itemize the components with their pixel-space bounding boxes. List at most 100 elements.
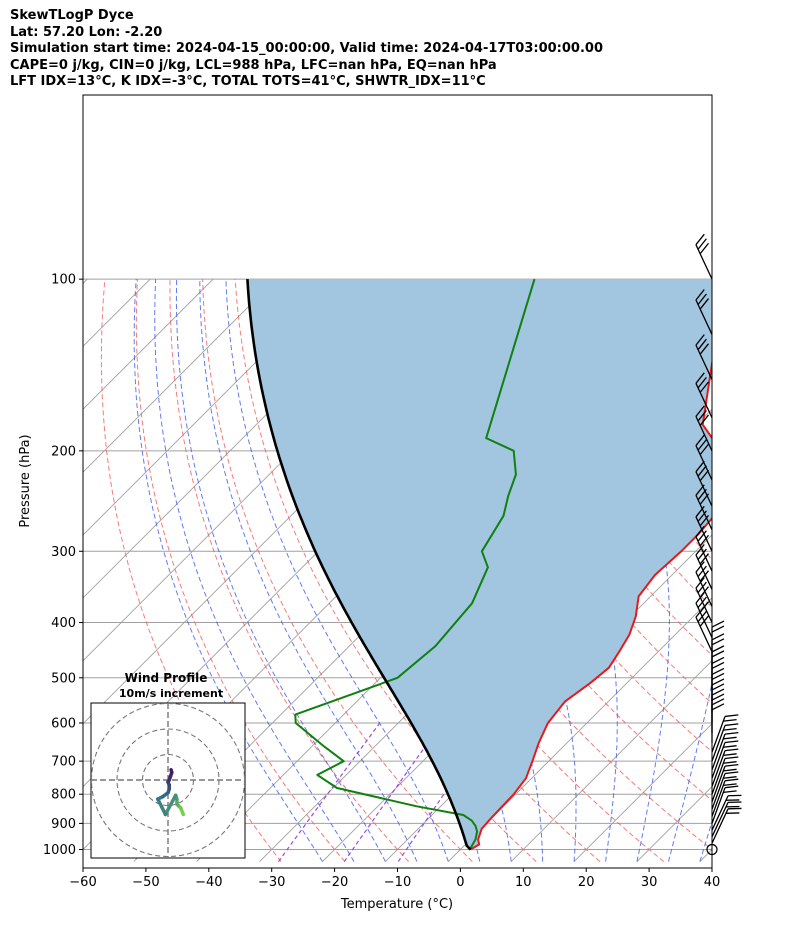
wind-barb [711, 714, 739, 753]
barb-feather [723, 718, 737, 722]
barb-feather [697, 530, 707, 542]
wind-barb [711, 794, 742, 831]
barb-feather [699, 443, 710, 456]
chart-title-block: SkewTLogP Dyce Lat: 57.20 Lon: -2.20 Sim… [10, 8, 603, 91]
dry-adiabat [332, 279, 712, 851]
barb-feather [725, 805, 740, 808]
isotherm-line [83, 278, 340, 536]
barb-feather [724, 778, 739, 782]
barb-feather [711, 638, 725, 646]
barb-feather [695, 405, 705, 417]
moist-adiabat [731, 279, 794, 862]
barb-feather [711, 625, 725, 633]
barb-shaft [695, 495, 713, 530]
barb-feather [711, 633, 725, 641]
parcel-line [246, 279, 472, 851]
x-tick-label: 40 [704, 875, 721, 890]
barb-feather [711, 688, 725, 696]
barb-feather [724, 714, 739, 718]
wind-profile-segment [156, 797, 168, 817]
barb-feather [695, 334, 705, 346]
wind-barb [695, 544, 713, 590]
sounding-traces [246, 278, 712, 851]
wind-barb [695, 525, 713, 572]
barb-feather [699, 469, 710, 482]
barb-shaft [711, 716, 726, 753]
stability-indices-1: CAPE=0 j/kg, CIN=0 j/kg, LCL=988 hPa, LF… [10, 57, 497, 73]
barb-shaft [695, 616, 713, 652]
y-tick-label: 500 [51, 671, 76, 686]
wind-profile-segment [163, 793, 178, 817]
barb-shaft [711, 808, 729, 844]
axes: −60 −50 −40 −30 −20 −10 0 10 20 30 40 100 200 300 400 5… [43, 273, 720, 890]
barb-feather [699, 586, 710, 598]
wind-barb [711, 801, 742, 838]
barb-feather [724, 740, 739, 744]
barb-feather [699, 381, 710, 393]
y-tick-label: 100 [51, 273, 76, 288]
barb-feather [724, 723, 739, 727]
barb-shaft [695, 445, 713, 481]
x-tick-label: −10 [384, 875, 411, 890]
dry-adiabat [234, 279, 537, 862]
barb-feather [699, 514, 710, 527]
barb-feather [711, 693, 725, 701]
barb-feather [725, 812, 740, 814]
wind-barb [711, 723, 739, 762]
barb-shaft [711, 758, 726, 795]
temperature-line [470, 360, 712, 851]
barb-shaft [711, 780, 726, 817]
wind-barb [711, 748, 739, 787]
wind-barb [695, 289, 713, 335]
x-tick-label: −20 [321, 875, 348, 890]
isotherm-line [83, 278, 88, 285]
barb-shaft [695, 383, 713, 419]
barb-feather [724, 771, 739, 775]
barb-feather [724, 763, 739, 767]
barb-feather [711, 683, 725, 691]
barb-feather [711, 678, 725, 686]
barb-shaft [711, 765, 726, 803]
barb-shaft [711, 725, 726, 762]
wind-barb [711, 763, 739, 803]
x-tick-label: 10 [515, 875, 532, 890]
x-tick-label: −60 [69, 875, 96, 890]
dry-adiabat [756, 279, 794, 862]
cin-area [247, 279, 712, 850]
barb-feather [695, 577, 705, 589]
wind-barb [695, 334, 713, 380]
dry-adiabat [724, 279, 794, 862]
barb-feather [723, 768, 737, 772]
wind-profile-plot [91, 703, 245, 858]
barb-feather [697, 581, 707, 594]
barb-feather [697, 465, 707, 477]
y-tick-label: 1000 [43, 843, 76, 858]
barb-feather [723, 745, 737, 748]
wind-profile-inset: Wind Profile 10m/s increment [90, 671, 246, 859]
barb-shaft [695, 299, 713, 335]
barb-feather [699, 553, 710, 565]
barb-feather [723, 736, 737, 740]
barb-shaft [711, 750, 726, 787]
wind-barb [695, 561, 713, 607]
barb-feather [699, 570, 710, 582]
barb-feather [723, 776, 737, 779]
barb-feather [711, 620, 725, 628]
y-axis-title: Pressure (hPa) [18, 434, 33, 527]
isotherm-line [83, 278, 214, 410]
barb-feather [699, 242, 710, 255]
isotherm-line [83, 278, 277, 473]
barb-feather [723, 761, 737, 764]
barb-shaft [711, 733, 726, 771]
barb-feather [711, 661, 725, 669]
barb-shaft [695, 587, 713, 623]
y-tick-label: 900 [51, 817, 76, 832]
wind-barb [711, 785, 739, 824]
moist-adiabat [225, 279, 449, 862]
barb-feather [711, 703, 725, 711]
wind-barb [695, 460, 713, 507]
wind-barb [711, 756, 739, 795]
wind-barb [695, 505, 713, 552]
barb-feather [711, 656, 725, 664]
barb-feather [695, 544, 705, 556]
